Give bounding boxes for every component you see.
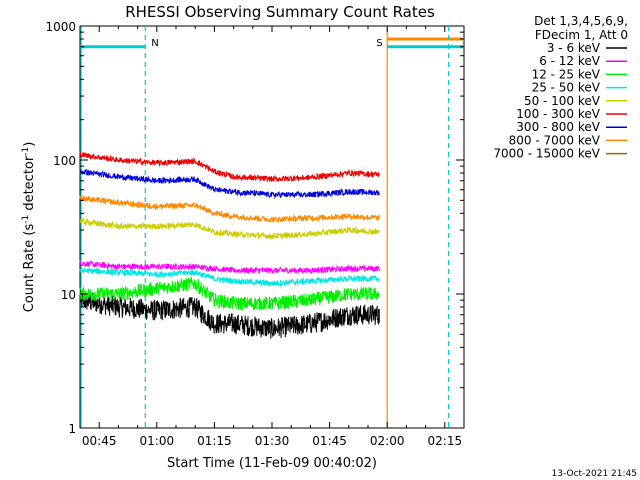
x-axis-label: Start Time (11-Feb-09 00:40:02) bbox=[167, 456, 377, 471]
x-axis: 00:45 01:00 01:15 01:30 01:45 02:00 02:15 bbox=[82, 26, 462, 448]
x-tick-label: 01:45 bbox=[312, 434, 347, 448]
generation-timestamp: 13-Oct-2021 21:45 bbox=[552, 469, 637, 479]
y-axis: 1 10 100 1000 bbox=[45, 20, 464, 436]
y-axis-label-sup1: -1 bbox=[21, 215, 31, 224]
legend-label: 50 - 100 keV bbox=[524, 94, 601, 108]
series-line-6 bbox=[79, 168, 380, 200]
series-line-3 bbox=[79, 266, 380, 288]
x-tick-label: 01:15 bbox=[197, 434, 232, 448]
legend: Det 1,3,4,5,6,9, FDecim 1, Att 0 3 - 6 k… bbox=[493, 14, 628, 161]
y-axis-label-sup2: -1 bbox=[21, 147, 31, 156]
y-tick-label: 10 bbox=[61, 288, 76, 302]
legend-label: 25 - 50 keV bbox=[532, 81, 601, 95]
legend-label: 3 - 6 keV bbox=[547, 41, 601, 55]
series-line-5 bbox=[79, 151, 380, 182]
legend-header-line2: FDecim 1, Att 0 bbox=[535, 28, 628, 42]
x-tick-label: 01:00 bbox=[140, 434, 175, 448]
legend-label: 300 - 800 keV bbox=[516, 120, 600, 134]
legend-label: 7000 - 15000 keV bbox=[493, 147, 600, 161]
x-tick-label: 00:45 bbox=[82, 434, 117, 448]
legend-label: 6 - 12 keV bbox=[539, 54, 601, 68]
marker-label-S: S bbox=[376, 38, 382, 49]
series-line-0 bbox=[79, 289, 380, 339]
y-axis-label-end: ) bbox=[22, 142, 37, 147]
series-line-4 bbox=[79, 217, 380, 240]
y-tick-label: 100 bbox=[53, 154, 76, 168]
series-line-2 bbox=[79, 276, 380, 311]
y-tick-label: 1 bbox=[68, 422, 76, 436]
y-axis-label-main: Count Rate (s bbox=[22, 224, 37, 313]
series-line-7 bbox=[79, 195, 380, 224]
series-line-1 bbox=[79, 259, 380, 275]
x-tick-label: 02:15 bbox=[428, 434, 463, 448]
y-tick-label: 1000 bbox=[45, 20, 76, 34]
legend-header-line1: Det 1,3,4,5,6,9, bbox=[534, 14, 628, 28]
legend-label: 100 - 300 keV bbox=[516, 107, 600, 121]
y-axis-label-mid: detector bbox=[22, 155, 37, 215]
chart-title: RHESSI Observing Summary Count Rates bbox=[125, 3, 435, 21]
x-tick-label: 02:00 bbox=[370, 434, 405, 448]
y-axis-label: Count Rate (s-1 detector-1) bbox=[21, 142, 37, 313]
marker-label-N: N bbox=[151, 38, 158, 49]
legend-label: 800 - 7000 keV bbox=[509, 133, 601, 147]
x-tick-label: 01:30 bbox=[255, 434, 290, 448]
series-layer bbox=[79, 151, 380, 339]
legend-label: 12 - 25 keV bbox=[532, 67, 601, 81]
